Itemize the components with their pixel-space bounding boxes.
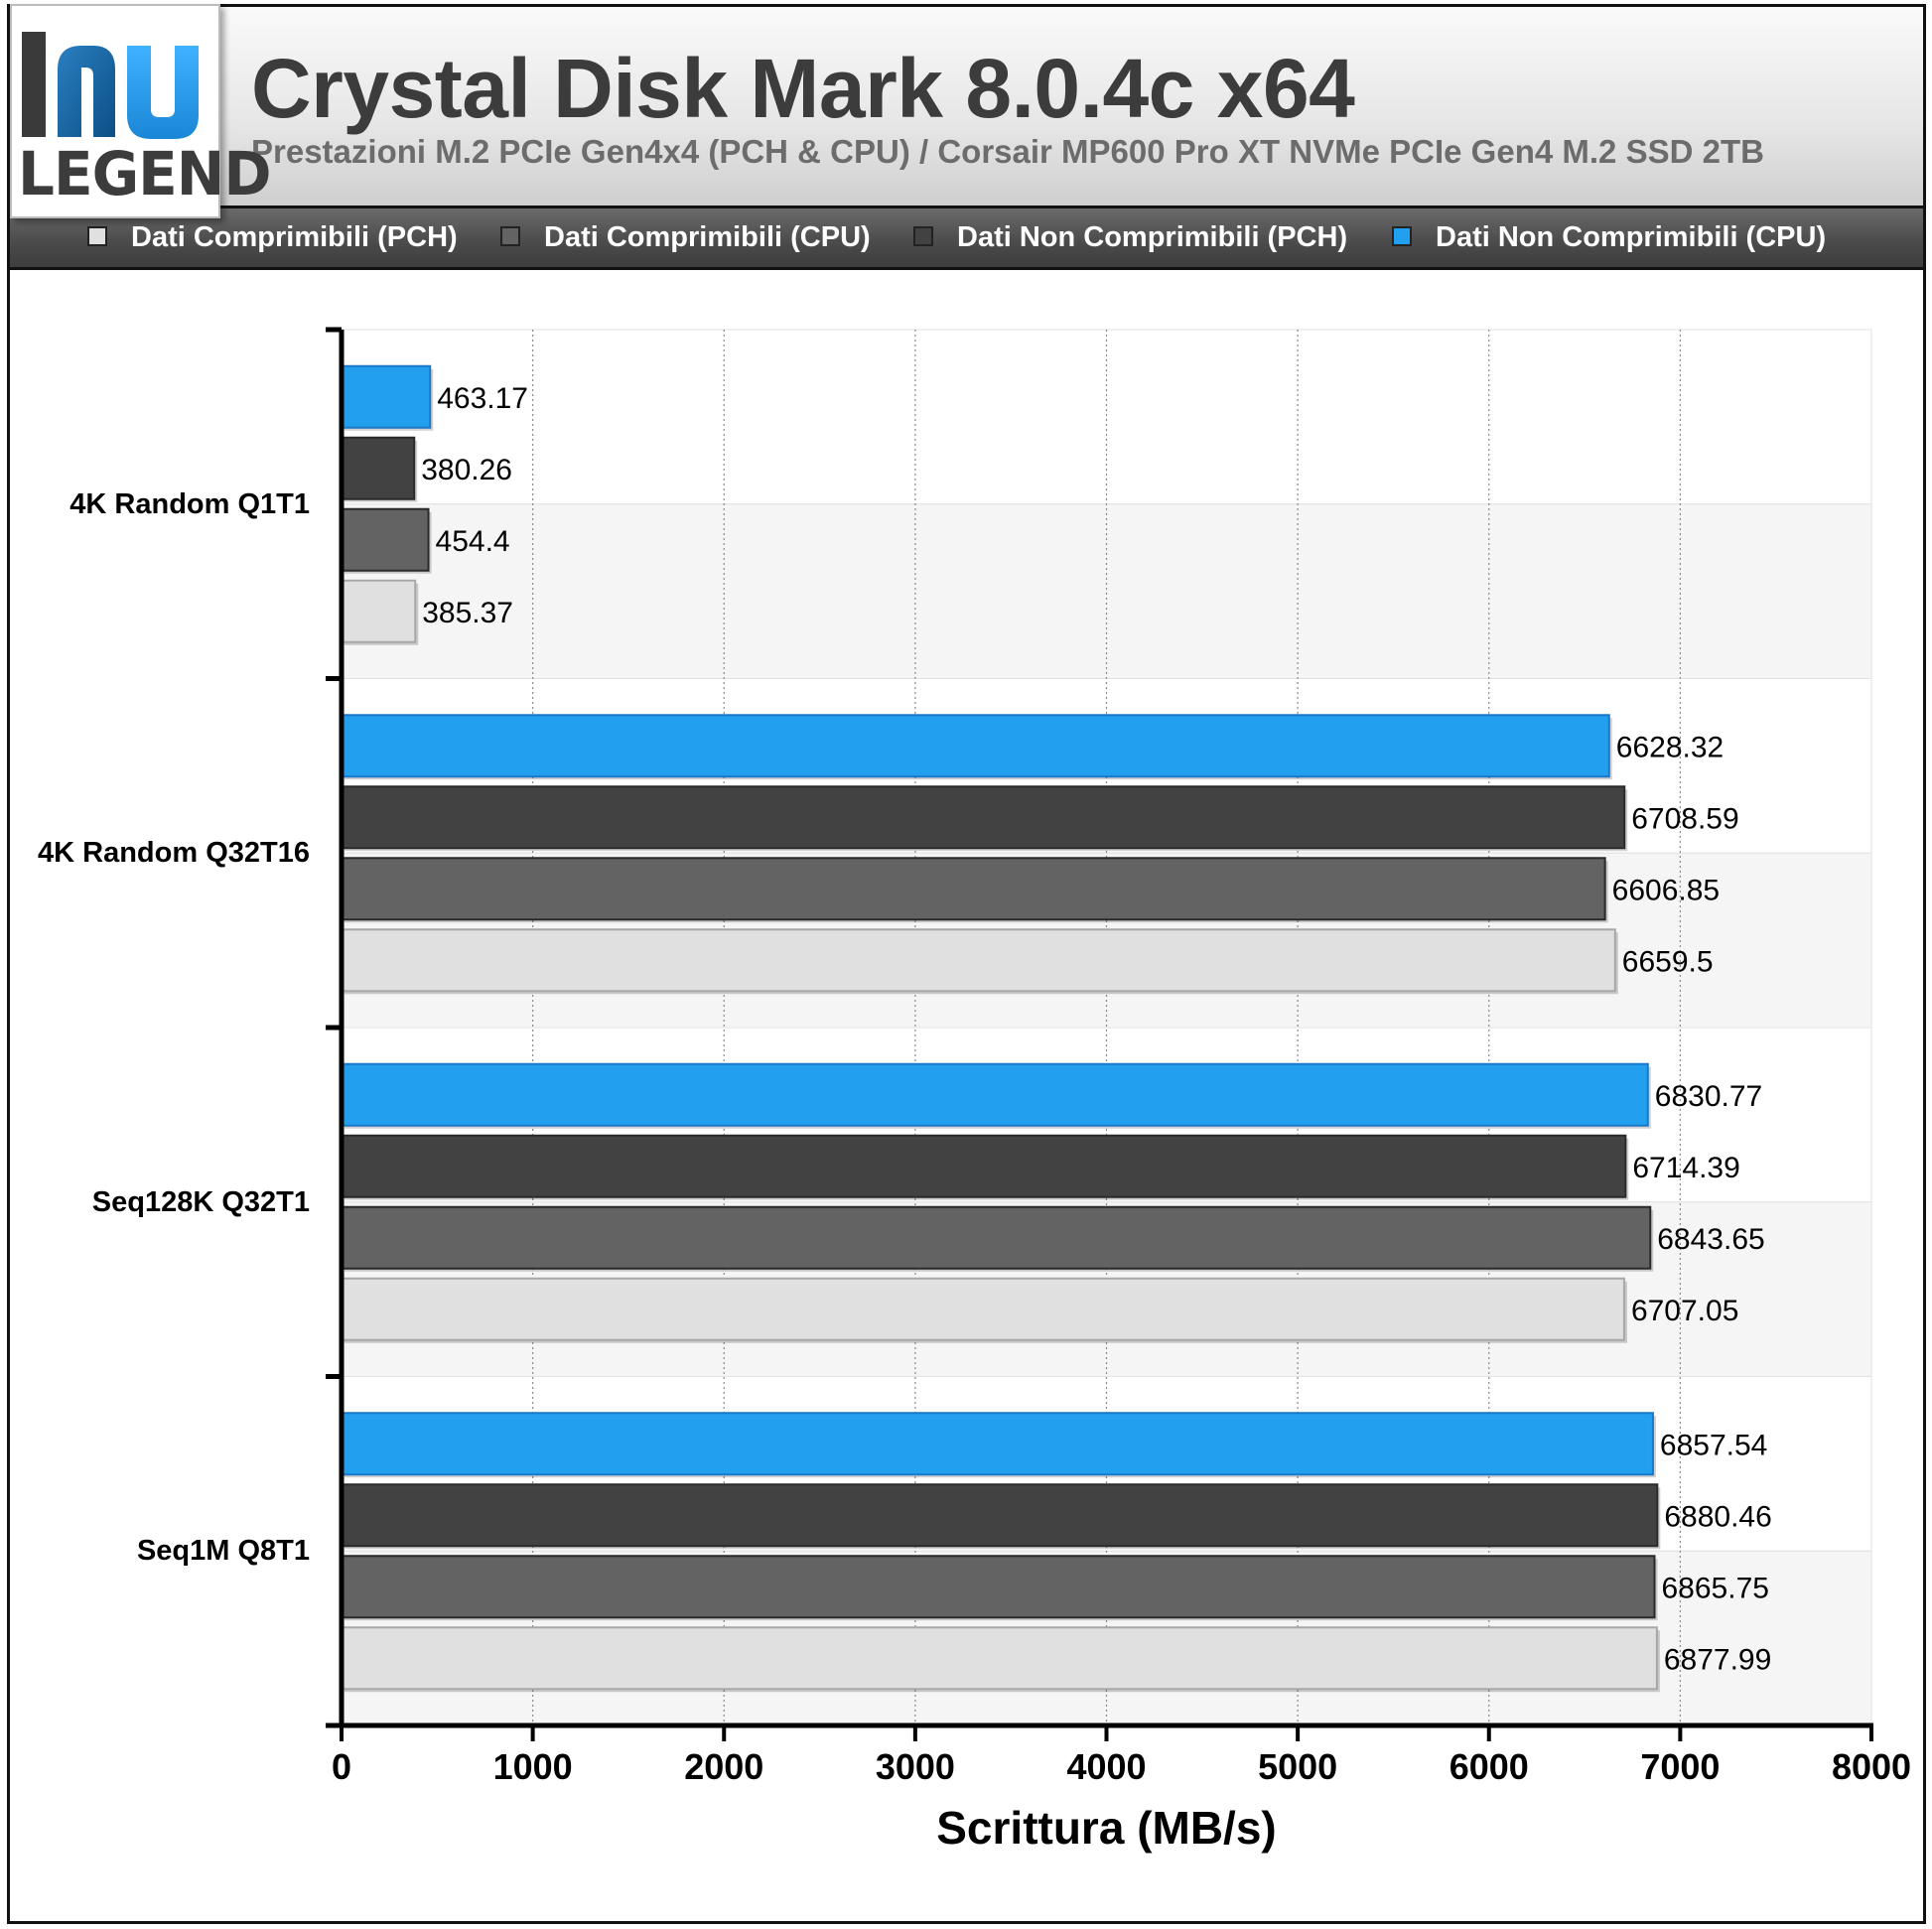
bar xyxy=(341,928,1616,993)
bar xyxy=(341,364,432,429)
x-tick-label: 2000 xyxy=(684,1746,764,1787)
data-label: 6707.05 xyxy=(1631,1295,1738,1327)
x-tick-label: 4000 xyxy=(1066,1746,1147,1787)
legend-label: Dati Comprimibili (PCH) xyxy=(131,221,458,253)
bar xyxy=(341,579,417,643)
data-label: 6880.46 xyxy=(1664,1500,1771,1533)
x-tick-label: 6000 xyxy=(1449,1746,1529,1787)
x-tick-label: 7000 xyxy=(1640,1746,1721,1787)
x-tick-label: 3000 xyxy=(875,1746,955,1787)
legend-label: Dati Non Comprimibili (PCH) xyxy=(957,221,1348,253)
data-label: 6714.39 xyxy=(1632,1152,1739,1184)
data-label: 463.17 xyxy=(437,382,528,415)
bar xyxy=(341,785,1626,850)
category-label: 4K Random Q1T1 xyxy=(69,487,310,520)
x-tick-label: 5000 xyxy=(1258,1746,1338,1787)
data-label: 6708.59 xyxy=(1631,802,1738,835)
data-label: 6857.54 xyxy=(1660,1429,1767,1461)
bar xyxy=(341,1626,1658,1691)
data-label: 380.26 xyxy=(421,454,512,486)
data-label: 6606.85 xyxy=(1612,874,1720,906)
legend-swatch xyxy=(87,226,107,246)
bar xyxy=(341,1555,1656,1619)
chart-title: Crystal Disk Mark 8.0.4c x64 xyxy=(251,42,1355,135)
x-tick-label: 1000 xyxy=(492,1746,573,1787)
bar xyxy=(341,1412,1654,1476)
bar xyxy=(341,1205,1652,1270)
bar xyxy=(341,436,416,500)
bar xyxy=(341,714,1610,778)
category-label: 4K Random Q32T16 xyxy=(38,837,310,870)
logo-wordmark: LEGEND xyxy=(18,138,272,209)
legend-label: Dati Comprimibili (CPU) xyxy=(544,221,871,253)
bar xyxy=(341,1062,1649,1127)
data-label: 6659.5 xyxy=(1622,945,1714,978)
category-label: Seq1M Q8T1 xyxy=(136,1535,310,1568)
legend-label: Dati Non Comprimibili (CPU) xyxy=(1436,221,1827,253)
bar xyxy=(341,1134,1627,1198)
bar xyxy=(341,1277,1625,1341)
data-label: 454.4 xyxy=(436,525,510,558)
legend: Dati Comprimibili (PCH) Dati Comprimibil… xyxy=(7,208,1926,270)
site-logo: LEGEND xyxy=(10,4,272,218)
data-label: 6877.99 xyxy=(1664,1643,1771,1676)
chart-subtitle: Prestazioni M.2 PCIe Gen4x4 (PCH & CPU) … xyxy=(251,133,1764,170)
category-label: Seq128K Q32T1 xyxy=(91,1185,310,1218)
data-label: 6843.65 xyxy=(1657,1223,1764,1256)
x-axis-title: Scrittura (MB/s) xyxy=(936,1802,1277,1854)
data-label: 6830.77 xyxy=(1655,1080,1762,1113)
bar xyxy=(341,507,430,572)
legend-swatch xyxy=(500,226,520,246)
data-label: 6865.75 xyxy=(1662,1572,1769,1604)
legend-swatch xyxy=(913,226,933,246)
bar xyxy=(341,857,1606,921)
data-label: 6628.32 xyxy=(1616,731,1724,763)
logo-mark-icon xyxy=(22,32,199,139)
x-tick-label: 8000 xyxy=(1831,1746,1912,1787)
x-tick-label: 0 xyxy=(331,1746,352,1787)
chart-header: Crystal Disk Mark 8.0.4c x64 Prestazioni… xyxy=(7,4,1926,208)
bar xyxy=(341,1483,1659,1548)
legend-swatch xyxy=(1392,226,1412,246)
data-label: 385.37 xyxy=(422,597,513,629)
